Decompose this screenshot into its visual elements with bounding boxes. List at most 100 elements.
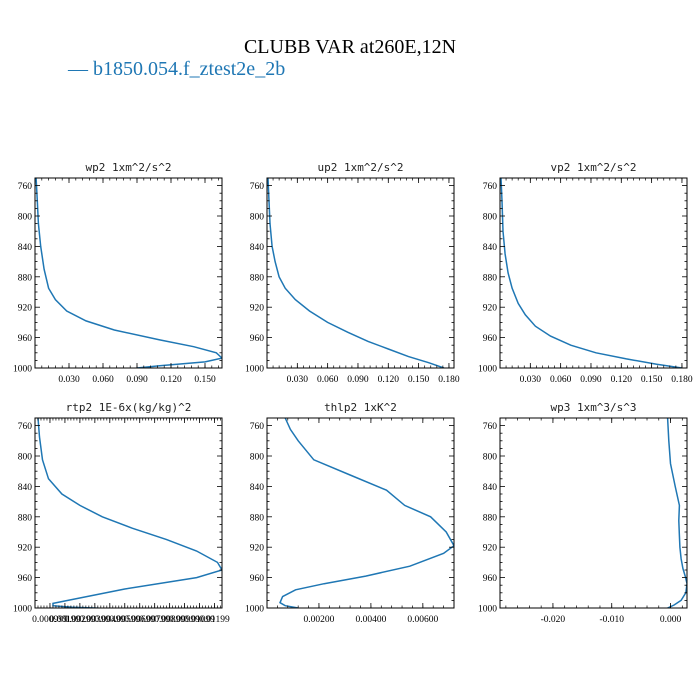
- y-tick-label: 840: [250, 483, 265, 493]
- x-tick-label: 0.150: [641, 375, 663, 385]
- x-tick-label: 0.150: [408, 375, 430, 385]
- plot-title: wp3 1xm^3/s^3: [550, 401, 636, 414]
- y-tick-label: 960: [483, 574, 498, 584]
- y-tick-label: 800: [250, 453, 265, 463]
- x-tick-label: 0.120: [378, 375, 400, 385]
- x-tick-label: 0.150: [194, 375, 216, 385]
- y-tick-label: 960: [250, 334, 265, 344]
- y-tick-label: 800: [18, 453, 33, 463]
- x-tick-label: 0.00599: [109, 615, 140, 625]
- x-tick-label: -0.020: [541, 615, 566, 625]
- y-tick-label: 920: [250, 544, 265, 554]
- y-tick-label: 840: [250, 243, 265, 253]
- x-tick-label: 0.180: [438, 375, 460, 385]
- plot-panel-1: wp2 1xm^2/s^2 760 800 840 880 920 960 1000 0.030…: [13, 161, 223, 385]
- y-tick-label: 960: [18, 334, 33, 344]
- x-tick-label: 0.120: [611, 375, 633, 385]
- y-tick-label: 880: [18, 273, 33, 283]
- series-line: [500, 178, 683, 368]
- x-tick-label: 0.000: [660, 615, 682, 625]
- x-tick-label: 0.00699: [124, 615, 155, 625]
- x-tick-label: 0.030: [58, 375, 80, 385]
- y-tick-label: 960: [483, 334, 498, 344]
- y-tick-label: 960: [18, 574, 33, 584]
- y-tick-label: 920: [18, 304, 33, 314]
- y-tick-label: 880: [250, 273, 265, 283]
- x-tick-label: 0.00299: [64, 615, 95, 625]
- x-tick-label: 0.00399: [79, 615, 110, 625]
- y-tick-label: 920: [18, 544, 33, 554]
- plot-title: thlp2 1xK^2: [324, 401, 397, 414]
- x-tick-label: 0.090: [347, 375, 369, 385]
- y-tick-label: 760: [18, 182, 33, 192]
- y-tick-label: 800: [18, 213, 33, 223]
- x-tick-label: 0.090: [126, 375, 148, 385]
- x-tick-label: 0.030: [287, 375, 309, 385]
- y-tick-label: 1000: [478, 605, 497, 615]
- plot-frame: [266, 177, 455, 369]
- y-tick-label: 800: [483, 453, 498, 463]
- y-tick-label: 1000: [13, 605, 32, 615]
- y-tick-label: 760: [250, 182, 265, 192]
- y-tick-label: 840: [483, 483, 498, 493]
- figure-title: CLUBB VAR at260E,12N: [243, 36, 457, 58]
- x-tick-label: 0.00499: [94, 615, 125, 625]
- plot-title: up2 1xm^2/s^2: [317, 161, 403, 174]
- plot-panel-5: thlp2 1xK^2 760 800 840 880 920 960 1000 0.00200…: [245, 401, 455, 625]
- plot-title: wp2 1xm^2/s^2: [85, 161, 171, 174]
- plot-panel-6: wp3 1xm^3/s^3 760 800 840 880 920 960 1000 -0.02…: [478, 401, 688, 625]
- series-line: [37, 418, 222, 608]
- x-tick-label: 0.180: [671, 375, 693, 385]
- y-tick-label: 880: [250, 513, 265, 523]
- plot-frame: [499, 417, 688, 609]
- x-tick-label: 0.00200: [304, 615, 335, 625]
- y-tick-label: 880: [18, 513, 33, 523]
- x-tick-label: -0.010: [599, 615, 624, 625]
- y-tick-label: 760: [18, 422, 33, 432]
- plot-panel-4: rtp2 1E-6x(kg/kg)^2 760 800 840 880 920 960 100…: [13, 401, 230, 625]
- series-line: [666, 418, 687, 608]
- plot-title: vp2 1xm^2/s^2: [550, 161, 636, 174]
- y-tick-label: 880: [483, 513, 498, 523]
- y-tick-label: 760: [483, 182, 498, 192]
- y-tick-label: 920: [483, 544, 498, 554]
- x-tick-label: 0.000999: [32, 615, 68, 625]
- y-tick-label: 840: [483, 243, 498, 253]
- x-tick-label: 0.060: [550, 375, 572, 385]
- y-tick-label: 1000: [13, 365, 32, 375]
- series-line: [267, 178, 445, 368]
- x-tick-label: 0.00899: [154, 615, 185, 625]
- x-tick-label: 0.01199: [199, 615, 230, 625]
- x-tick-label: 0.030: [520, 375, 542, 385]
- plot-frame: [499, 177, 688, 369]
- plot-panel-3: vp2 1xm^2/s^2 760 800 840 880 920 960 1000 0.030…: [478, 161, 693, 385]
- y-tick-label: 1000: [245, 365, 264, 375]
- x-tick-label: 0.00199: [49, 615, 80, 625]
- x-tick-label: 0.060: [92, 375, 114, 385]
- x-tick-label: 0.090: [580, 375, 602, 385]
- plot-frame: [34, 417, 223, 609]
- plot-panel-2: up2 1xm^2/s^2 760 800 840 880 920 960 1000 0.030…: [245, 161, 460, 385]
- x-tick-label: 0.00600: [407, 615, 438, 625]
- x-tick-label: 0.01099: [184, 615, 215, 625]
- y-tick-label: 1000: [478, 365, 497, 375]
- y-tick-label: 760: [250, 422, 265, 432]
- y-tick-label: 840: [18, 243, 33, 253]
- x-tick-label: 0.00400: [355, 615, 386, 625]
- legend-entry: — b1850.054.f_ztest2e_2b: [68, 58, 286, 80]
- y-tick-label: 840: [18, 483, 33, 493]
- x-tick-label: 0.060: [317, 375, 339, 385]
- series-line: [279, 418, 454, 608]
- y-tick-label: 960: [250, 574, 265, 584]
- y-tick-label: 880: [483, 273, 498, 283]
- plot-frame: [34, 177, 223, 369]
- y-tick-label: 1000: [245, 605, 264, 615]
- x-tick-label: 0.120: [160, 375, 182, 385]
- y-tick-label: 920: [250, 304, 265, 314]
- series-line: [35, 178, 222, 368]
- y-tick-label: 800: [483, 213, 498, 223]
- plot-title: rtp2 1E-6x(kg/kg)^2: [66, 401, 192, 414]
- x-tick-label: 0.00799: [139, 615, 170, 625]
- plot-frame: [266, 417, 455, 609]
